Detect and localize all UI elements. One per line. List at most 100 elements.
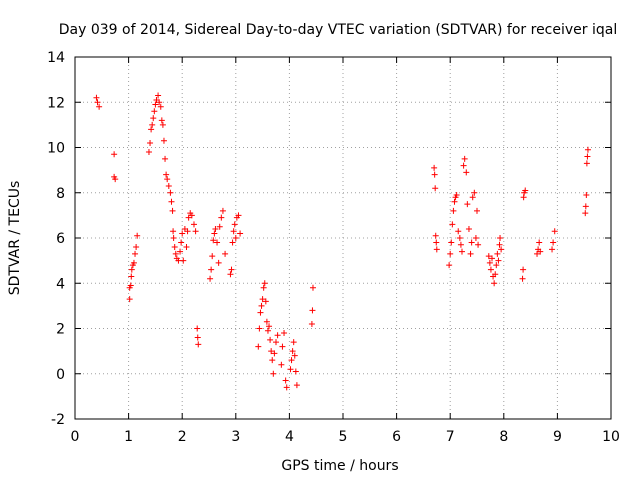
data-point xyxy=(264,327,271,334)
data-point xyxy=(215,259,222,266)
data-point xyxy=(308,320,315,327)
data-point xyxy=(495,257,502,264)
data-point xyxy=(167,189,174,196)
data-point xyxy=(269,357,276,364)
data-point xyxy=(450,207,457,214)
data-point xyxy=(463,169,470,176)
data-point xyxy=(289,348,296,355)
x-tick-label: 7 xyxy=(446,429,455,445)
data-point xyxy=(170,235,177,241)
data-point xyxy=(111,151,118,158)
data-point xyxy=(219,207,226,214)
data-point xyxy=(433,239,440,246)
y-tick-label: 14 xyxy=(47,50,65,66)
data-point xyxy=(170,228,177,235)
data-point xyxy=(282,377,289,384)
data-point xyxy=(447,250,454,257)
data-point xyxy=(130,259,137,266)
data-point xyxy=(94,99,101,106)
data-point xyxy=(550,239,557,246)
y-axis-label: SDTVAR / TECUs xyxy=(7,181,23,296)
data-point xyxy=(112,176,119,183)
data-point xyxy=(96,103,103,110)
data-point xyxy=(273,339,279,346)
data-point xyxy=(448,239,455,246)
data-point xyxy=(149,121,156,128)
data-point xyxy=(584,153,591,160)
data-point xyxy=(290,339,297,346)
data-point xyxy=(208,266,215,273)
data-point xyxy=(128,266,135,273)
data-point xyxy=(446,262,453,269)
x-axis-label: GPS time / hours xyxy=(281,458,398,474)
data-point xyxy=(195,341,202,348)
data-point xyxy=(162,155,169,162)
data-point xyxy=(433,246,440,253)
data-point xyxy=(498,246,505,253)
data-point xyxy=(231,221,238,228)
x-tick-label: 6 xyxy=(392,429,401,445)
x-tick-label: 2 xyxy=(178,429,187,445)
data-point xyxy=(148,126,155,133)
data-point xyxy=(128,273,135,280)
data-point xyxy=(230,228,237,235)
data-point xyxy=(257,309,264,316)
data-point xyxy=(453,192,460,199)
data-point xyxy=(584,146,591,153)
data-point xyxy=(150,115,157,122)
data-point xyxy=(178,239,185,246)
data-point xyxy=(180,257,187,264)
x-tick-label: 0 xyxy=(71,429,80,445)
data-point xyxy=(549,246,556,253)
data-point xyxy=(261,280,268,287)
data-point xyxy=(268,348,275,355)
data-point xyxy=(493,262,500,269)
data-point xyxy=(456,235,463,241)
data-point xyxy=(449,221,456,228)
data-point xyxy=(551,228,558,235)
data-point xyxy=(457,241,464,248)
x-tick-label: 4 xyxy=(285,429,294,445)
data-point xyxy=(455,228,462,235)
data-point xyxy=(126,296,133,303)
data-point xyxy=(536,239,543,246)
data-point xyxy=(582,203,589,210)
data-point xyxy=(293,382,300,389)
data-point xyxy=(134,232,141,239)
data-point xyxy=(431,171,438,178)
data-point xyxy=(152,101,159,108)
data-point xyxy=(267,336,274,343)
data-point xyxy=(274,332,281,339)
data-point xyxy=(519,275,526,282)
data-point xyxy=(188,212,195,219)
data-point xyxy=(471,189,478,196)
data-point xyxy=(583,160,590,167)
data-point xyxy=(210,237,217,244)
data-point xyxy=(155,92,162,99)
data-point xyxy=(485,253,492,260)
data-point xyxy=(288,357,295,364)
data-point xyxy=(184,228,191,235)
data-point xyxy=(583,192,590,199)
data-point xyxy=(468,239,475,246)
data-point xyxy=(222,250,229,257)
data-point xyxy=(145,149,152,156)
data-point xyxy=(467,250,474,257)
x-tick-label: 10 xyxy=(602,429,620,445)
data-point xyxy=(534,250,541,257)
data-point xyxy=(492,271,499,278)
x-tick-label: 9 xyxy=(553,429,562,445)
data-point xyxy=(93,94,100,101)
data-point xyxy=(537,248,544,255)
data-point xyxy=(262,298,269,305)
data-point xyxy=(209,253,216,260)
data-point xyxy=(258,302,265,309)
x-tick-label: 5 xyxy=(339,429,348,445)
axes xyxy=(74,56,612,420)
data-point xyxy=(171,244,178,251)
data-point xyxy=(309,284,316,291)
y-tick-label: 12 xyxy=(47,95,65,111)
data-point xyxy=(147,139,154,146)
